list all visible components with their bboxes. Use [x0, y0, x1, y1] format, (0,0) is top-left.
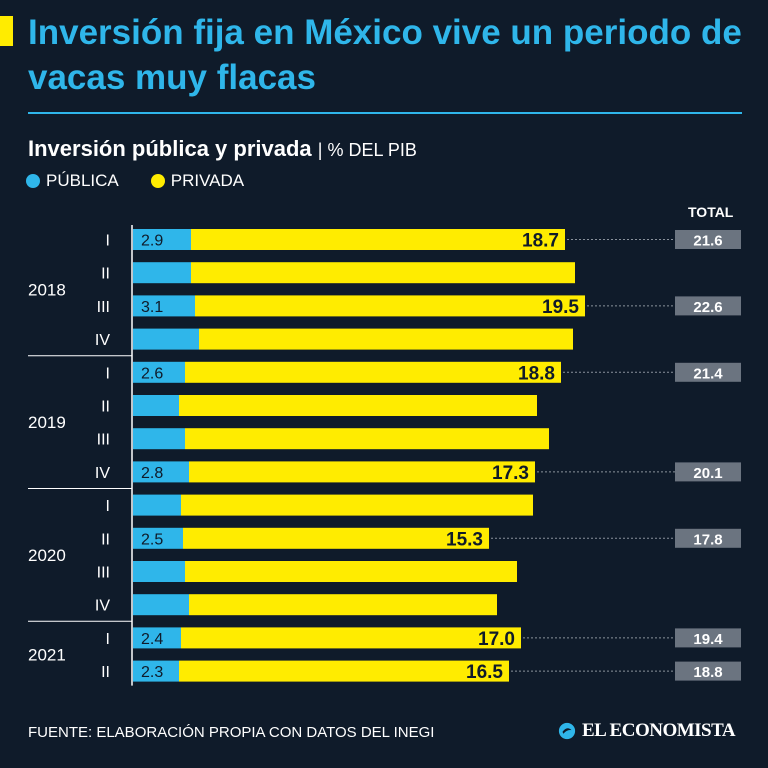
bar-publica — [133, 627, 181, 649]
bar-privada — [191, 229, 565, 250]
title-accent-bar — [0, 16, 13, 46]
bar-publica — [133, 527, 183, 549]
quarter-label: I — [106, 498, 110, 515]
quarter-label: III — [97, 432, 110, 449]
quarter-label: II — [101, 664, 110, 681]
quarter-label: II — [101, 399, 110, 416]
quarter-label: I — [106, 233, 110, 250]
total-badge — [675, 661, 741, 681]
total-badge — [675, 362, 741, 382]
title-divider — [28, 112, 742, 114]
year-label: 2019 — [28, 413, 66, 432]
value-label-privada: 18.8 — [518, 363, 555, 384]
value-label-publica: 2.8 — [141, 465, 163, 482]
bar-publica — [133, 229, 191, 250]
total-badge — [675, 462, 741, 482]
total-column-header: TOTAL — [688, 204, 734, 220]
bar-privada — [183, 527, 489, 549]
value-label-publica: 2.4 — [141, 631, 163, 648]
total-value: 19.4 — [693, 631, 723, 648]
logo-text: EL ECONOMISTA — [582, 720, 736, 741]
source-note: FUENTE: ELABORACIÓN PROPIA CON DATOS DEL… — [28, 724, 435, 741]
value-label-publica: 2.9 — [141, 233, 163, 250]
bar-privada — [195, 295, 585, 317]
quarter-label: III — [97, 565, 110, 582]
bar-privada — [181, 627, 521, 649]
bar-publica — [133, 262, 191, 284]
total-badge — [675, 528, 741, 548]
bar-publica — [133, 594, 189, 616]
legend-publica-swatch — [26, 174, 40, 188]
value-label-privada: 19.5 — [542, 297, 579, 318]
quarter-label: IV — [95, 598, 110, 615]
quarter-label: IV — [95, 465, 110, 482]
chart-subtitle: Inversión pública y privada | % DEL PIB — [28, 136, 417, 162]
quarter-label: III — [97, 299, 110, 316]
bar-privada — [189, 594, 497, 616]
value-label-publica: 2.6 — [141, 365, 163, 382]
year-label: 2021 — [28, 646, 66, 665]
bar-publica — [133, 660, 179, 682]
bar-privada — [185, 561, 517, 582]
total-value: 20.1 — [693, 465, 722, 482]
quarter-label: II — [101, 266, 110, 283]
value-label-publica: 3.1 — [141, 299, 163, 316]
bar-privada — [181, 494, 533, 516]
value-label-privada: 16.5 — [466, 662, 503, 683]
bar-privada — [179, 660, 509, 682]
bar-privada — [189, 461, 535, 483]
quarter-label: I — [106, 365, 110, 382]
value-label-publica: 2.3 — [141, 664, 163, 681]
total-value: 21.6 — [693, 233, 722, 250]
logo-icon — [558, 722, 576, 740]
bar-privada — [185, 361, 561, 383]
total-badge — [675, 628, 741, 648]
bar-publica — [133, 395, 179, 416]
quarter-label: I — [106, 631, 110, 648]
value-label-privada: 17.0 — [478, 629, 515, 650]
legend-privada-swatch — [150, 174, 165, 188]
chart-subtitle-text: Inversión pública y privada — [28, 136, 312, 161]
total-value: 22.6 — [693, 299, 722, 316]
total-value: 17.8 — [693, 531, 722, 548]
total-value: 18.8 — [693, 664, 722, 681]
bar-privada — [179, 395, 537, 416]
bar-privada — [185, 428, 549, 450]
total-value: 21.4 — [693, 365, 723, 382]
bar-publica — [133, 295, 195, 317]
el-economista-logo: EL ECONOMISTA — [558, 720, 736, 742]
year-label: 2020 — [28, 546, 66, 565]
value-label-privada: 18.7 — [522, 231, 559, 252]
legend-publica-label: PÚBLICA — [46, 171, 119, 190]
value-label-privada: 17.3 — [492, 463, 529, 484]
bar-publica — [133, 494, 181, 516]
bar-privada — [199, 328, 573, 350]
year-label: 2018 — [28, 280, 66, 299]
bar-publica — [133, 561, 185, 582]
bar-publica — [133, 361, 185, 383]
legend: PÚBLICA PRIVADA — [26, 171, 244, 191]
bar-publica — [133, 328, 199, 350]
quarter-label: II — [101, 531, 110, 548]
bar-publica — [133, 461, 189, 483]
legend-privada-label: PRIVADA — [170, 171, 245, 190]
quarter-label: IV — [95, 332, 110, 349]
chart-unit: | % DEL PIB — [317, 140, 417, 160]
total-badge — [675, 296, 741, 316]
value-label-publica: 2.5 — [141, 531, 163, 548]
bar-publica — [133, 428, 185, 450]
page-title: Inversión fija en México vive un periodo… — [28, 13, 742, 97]
value-label-privada: 15.3 — [446, 529, 483, 550]
total-badge — [675, 230, 741, 249]
bar-privada — [191, 262, 575, 284]
